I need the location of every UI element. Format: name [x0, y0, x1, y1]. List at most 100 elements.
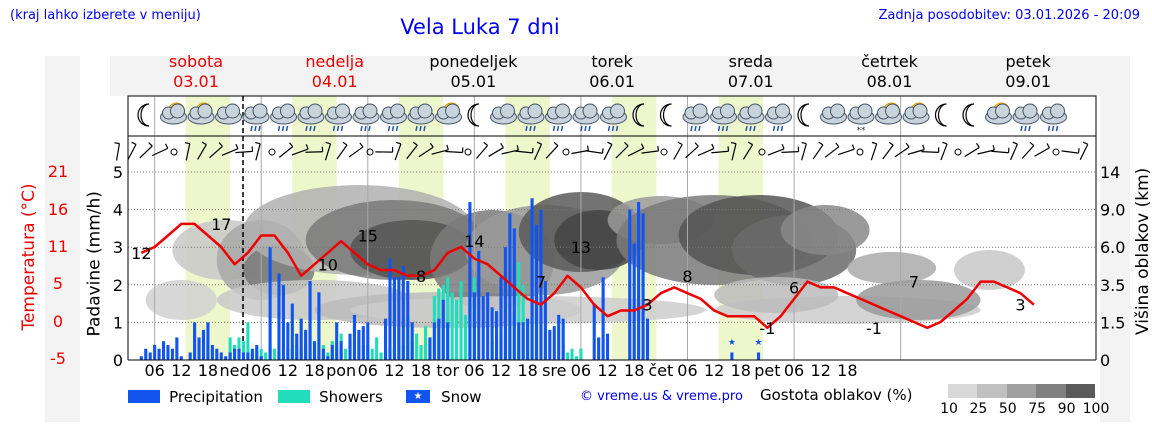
shower-bar	[419, 344, 423, 360]
wind-barb	[615, 142, 629, 159]
wind-barb	[907, 144, 925, 155]
precipitation-bar	[255, 344, 259, 360]
wind-barbs	[114, 141, 1089, 161]
copyright-link[interactable]: © vreme.us & vreme.pro	[580, 389, 743, 404]
precipitation-bar	[499, 277, 503, 360]
cloud-scale-label: 50	[998, 401, 1017, 417]
partly-sunny-icon	[985, 102, 1012, 125]
hour-tick-label: 12	[171, 361, 191, 380]
hour-tick-label: 18	[731, 361, 751, 380]
wind-barb	[801, 141, 807, 161]
moon-icon	[934, 103, 947, 127]
precipitation-bar	[543, 281, 547, 360]
rain-cloud-icon	[1040, 103, 1067, 132]
weather-icons: **	[137, 102, 1067, 136]
svg-text:**: **	[857, 126, 867, 136]
wind-barb	[515, 147, 534, 154]
precipitation-bar	[308, 281, 312, 360]
cloud-density-blob	[953, 250, 1025, 290]
hour-tick-label: 18	[837, 361, 857, 380]
rain-cloud-icon	[1012, 103, 1040, 132]
legend-showers: Showers	[278, 386, 383, 406]
precipitation-bar	[241, 352, 246, 360]
day-header-strip	[110, 56, 1100, 96]
wind-barb	[197, 141, 207, 160]
precipitation-bar	[383, 318, 388, 360]
wind-barb	[812, 141, 824, 160]
hour-tick-label: 18	[198, 361, 218, 380]
temperature-tick-label: 5	[52, 274, 64, 293]
cloud-density-scale	[948, 384, 1096, 398]
temperature-value-label: 8	[416, 267, 426, 286]
precipitation-bar	[388, 258, 392, 360]
precipitation-bar	[299, 318, 303, 360]
precipitation-bar	[237, 348, 241, 360]
wind-barb	[585, 148, 604, 154]
moon-icon	[632, 103, 645, 127]
precipitation-bar	[259, 356, 263, 360]
wind-barb	[418, 142, 434, 158]
wind-barb	[660, 148, 668, 156]
wind-barb	[305, 146, 324, 153]
wind-barb	[894, 142, 910, 158]
temperature-value-label: -1	[759, 319, 775, 338]
precipitation-bar	[312, 341, 317, 360]
day-name: četrtek	[861, 52, 918, 71]
precipitation-bar	[446, 322, 450, 360]
wind-barb	[255, 141, 261, 161]
shower-bar	[259, 348, 263, 360]
precipitation-bar	[606, 333, 610, 360]
temperature-tick-label: 16	[47, 200, 69, 219]
precipitation-bar	[197, 337, 201, 360]
rain-cloud-icon	[682, 103, 710, 132]
wind-barb	[1052, 148, 1060, 156]
location-hint[interactable]: (kraj lahko izberete v meniju)	[10, 8, 201, 23]
wind-barb	[291, 144, 309, 156]
wind-barb	[781, 146, 800, 153]
shower-bar	[446, 277, 450, 360]
rain-cloud-icon	[545, 103, 572, 132]
wind-barb	[921, 147, 940, 153]
temperature-value-label: 10	[318, 255, 338, 274]
wind-barb	[375, 147, 394, 153]
shower-bar	[264, 352, 268, 360]
wind-barb	[348, 142, 364, 158]
wind-barb	[221, 143, 239, 156]
precipitation-bar	[330, 344, 334, 360]
wind-barb	[882, 141, 894, 160]
wind-barb	[824, 142, 840, 158]
precipitation-bar	[357, 329, 361, 360]
precipitation-bar	[268, 247, 272, 360]
wind-barb	[940, 141, 948, 161]
wind-barb	[685, 142, 699, 159]
precipitation-bar	[224, 356, 228, 360]
moon-icon	[137, 103, 150, 127]
wind-barb	[1021, 141, 1035, 159]
precipitation-bar	[441, 299, 445, 360]
wind-barb	[730, 141, 737, 161]
precipitation-bar	[494, 311, 499, 360]
rain-cloud-icon	[765, 103, 792, 132]
precipitation-bar	[401, 266, 405, 360]
last-updated: Zadnja posodobitev: 03.01.2026 - 20:09	[878, 8, 1140, 23]
day-name: sobota	[168, 52, 224, 71]
wind-barb	[603, 141, 613, 160]
precipitation-bar	[517, 322, 521, 360]
precipitation-legend-label: Precipitation	[169, 387, 263, 406]
wind-barb	[488, 143, 504, 157]
precipitation-bars: ★ ★	[139, 198, 763, 360]
wind-barb	[445, 147, 464, 154]
wind-barb	[1034, 143, 1050, 157]
precipitation-bar	[144, 348, 148, 360]
hour-tick-label: 06	[251, 361, 271, 380]
precipitation-bar	[392, 277, 396, 360]
precipitation-bar	[295, 333, 299, 360]
precipitation-bar	[468, 202, 472, 360]
wind-barb	[758, 148, 766, 156]
day-tick-label: čet	[648, 361, 673, 380]
rain-cloud-icon	[352, 103, 380, 132]
day-tick-label: ned	[219, 361, 249, 380]
rain-cloud-icon	[600, 103, 627, 132]
cloud-density-label: Gostota oblakov (%)	[760, 386, 913, 404]
